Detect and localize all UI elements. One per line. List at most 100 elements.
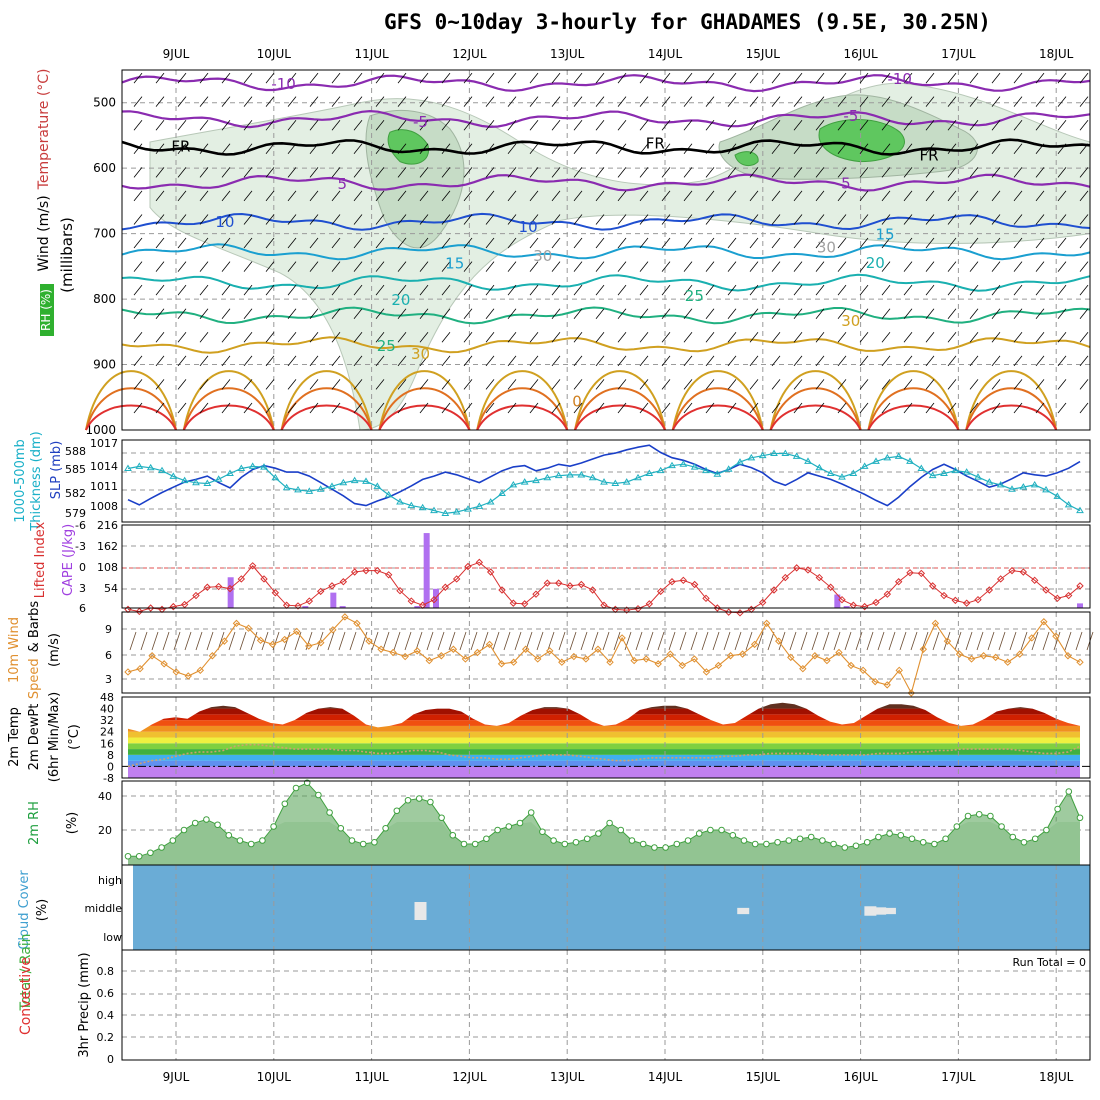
thickness-point — [464, 505, 472, 512]
cape-tick-label: 108 — [97, 561, 118, 574]
wind-speed-point — [799, 664, 807, 673]
rh-high-point — [550, 837, 557, 844]
wind-barb — [243, 143, 253, 155]
rh-high-point — [326, 809, 333, 816]
rh-high-point — [785, 837, 793, 844]
temp-band — [128, 737, 1080, 744]
lifted-index-point — [883, 590, 892, 598]
surface-wind-barb — [756, 631, 764, 651]
wind-barb — [463, 379, 473, 390]
rh-high-point — [438, 814, 445, 822]
wind-barb — [485, 72, 495, 84]
wind-barb — [463, 72, 473, 84]
surface-wind-barb — [767, 631, 775, 651]
wind-barb — [1035, 167, 1045, 178]
dewpoint-line — [127, 743, 1081, 768]
isotherm-line — [121, 109, 1091, 129]
wind-barb — [661, 379, 671, 390]
thickness-point — [883, 453, 892, 461]
wind-barb — [221, 96, 231, 107]
wind-barb — [573, 308, 583, 319]
wind-barb — [463, 96, 473, 107]
rh-high-point — [147, 849, 154, 857]
wind-barb — [353, 119, 363, 131]
day-tick-bottom: 11JUL — [354, 1070, 389, 1084]
wind-barb — [155, 402, 165, 414]
surface-wind-barb — [690, 631, 698, 651]
precip-ylabel: 3hr Precip (mm) — [77, 952, 92, 1057]
thickness-point — [373, 482, 382, 489]
wind-barb — [441, 379, 451, 390]
wind-barb — [529, 237, 539, 249]
thickness-point — [384, 490, 393, 498]
wind-barb — [309, 261, 319, 272]
surface-wind-barb — [261, 631, 269, 651]
surface-wind-barb — [382, 631, 390, 651]
wind-barb — [969, 261, 979, 272]
wind-speed-point — [509, 658, 518, 666]
wind-barb — [881, 355, 891, 367]
wind-barb — [793, 402, 803, 414]
wind-barb — [727, 261, 737, 272]
rh-high-point — [639, 840, 647, 848]
thickness-point — [214, 475, 223, 482]
li-tick-label: -6 — [75, 519, 86, 532]
wind-barb — [925, 261, 935, 272]
wind-barb — [1079, 167, 1089, 178]
wind-barb — [177, 237, 187, 249]
wind-barb — [969, 237, 979, 249]
wind-barb — [969, 308, 979, 319]
rh-high-point — [259, 837, 266, 844]
wind-barb — [133, 308, 143, 319]
thickness-point — [634, 473, 642, 481]
wind-barb — [617, 308, 627, 319]
wind-barb — [529, 119, 539, 131]
contour-label: 10 — [215, 213, 234, 231]
wind-barb — [859, 167, 869, 178]
temp-ylabel-3: (6hr Min/Max) — [47, 692, 62, 782]
wind-barb — [243, 214, 253, 225]
lifted-index-point — [860, 602, 869, 611]
wind-barb — [397, 237, 407, 249]
wind-speed-point — [1064, 652, 1072, 660]
day-tick-bottom: 17JUL — [941, 1070, 976, 1084]
wind-barb — [881, 167, 891, 178]
surface-wind-barb — [635, 631, 643, 651]
surface-wind-barb — [184, 631, 192, 651]
wind-barb — [441, 167, 451, 178]
thickness-point — [158, 466, 166, 474]
lifted-index-point — [815, 573, 824, 582]
wind-barb — [661, 190, 671, 202]
wind-barb — [705, 167, 715, 178]
wind-barb — [419, 284, 429, 296]
wind-barb — [661, 308, 671, 319]
wind-barb — [441, 355, 451, 367]
wind-barb — [529, 308, 539, 319]
thickness-point — [668, 461, 676, 469]
thickness-point — [1008, 485, 1016, 492]
wind-barb — [947, 190, 957, 202]
wind-barb — [727, 308, 737, 319]
wind-speed-point — [883, 681, 891, 689]
cape-bar — [1077, 603, 1083, 608]
wind-barb — [155, 355, 165, 367]
wind-barb — [287, 402, 297, 414]
wind-barb — [1013, 167, 1023, 178]
wind-barb — [683, 355, 693, 367]
wind-barb — [507, 72, 517, 84]
wind-speed-point — [570, 652, 578, 661]
lifted-index-point — [792, 564, 801, 572]
lifted-index-point — [339, 578, 348, 586]
surface-wind-barb — [360, 631, 368, 651]
thickness-point — [679, 460, 688, 467]
wind-barb — [1057, 143, 1067, 155]
wind-ylabel-3: (m/s) — [47, 633, 62, 667]
wind-barb — [705, 379, 715, 390]
contour-label: FR — [920, 146, 939, 164]
thickness-point — [271, 473, 280, 481]
wind-barb — [199, 237, 209, 249]
wind-barb — [133, 167, 143, 178]
rh-high-point — [1054, 805, 1061, 813]
wind-barb — [441, 143, 451, 155]
